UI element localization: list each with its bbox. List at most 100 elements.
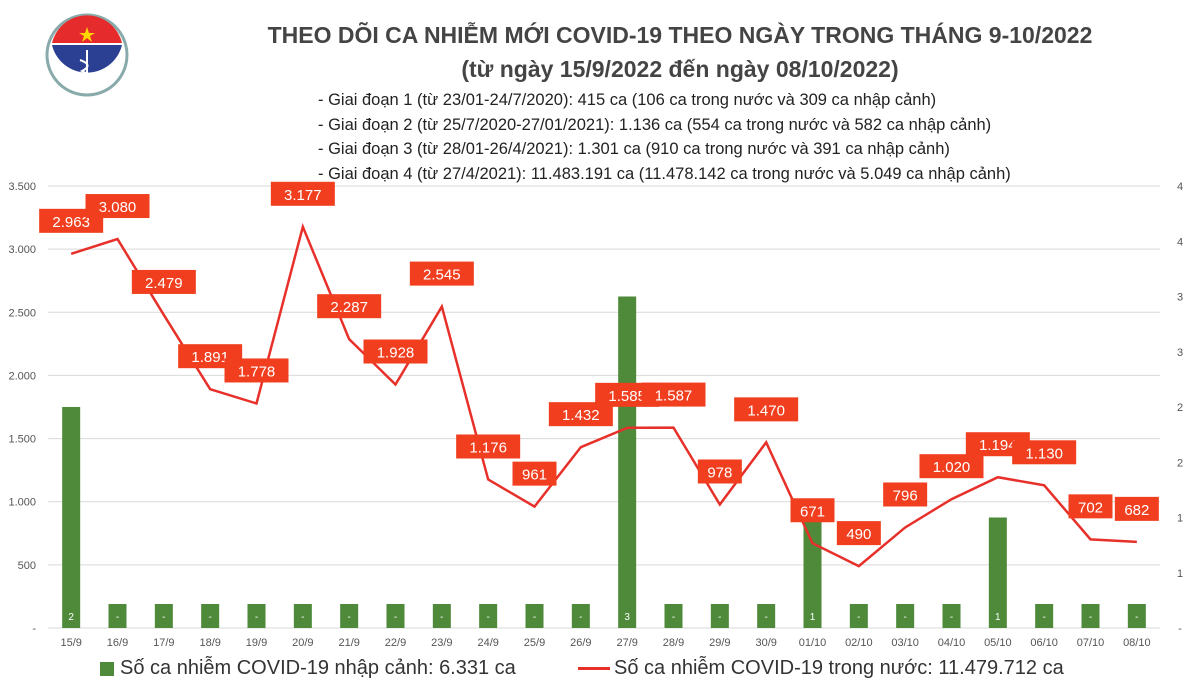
- chart-title: THEO DÕI CA NHIỄM MỚI COVID-19 THEO NGÀY…: [267, 22, 1093, 48]
- phase-note: - Giai đoạn 1 (từ 23/01-24/7/2020): 415 …: [318, 91, 937, 109]
- data-label: 3.177: [284, 187, 322, 204]
- bar: [664, 604, 683, 628]
- chart-subtitle: (từ ngày 15/9/2022 đến ngày 08/10/2022): [461, 56, 899, 82]
- data-label: 2.287: [330, 299, 368, 316]
- bar-label: -: [394, 612, 397, 623]
- data-label-box: [697, 459, 742, 484]
- bar: [293, 604, 312, 628]
- left-axis-tick: 1.500: [8, 434, 36, 446]
- bar-label: -: [718, 612, 721, 623]
- x-axis-tick: 06/10: [1030, 637, 1058, 649]
- right-axis-tick: 1: [1177, 568, 1183, 580]
- left-axis-tick: 2.000: [8, 370, 36, 382]
- x-axis-tick: 07/10: [1077, 637, 1105, 649]
- data-label: 1.891: [191, 349, 229, 366]
- data-label-box: [512, 461, 557, 486]
- right-axis-tick: 4: [1177, 236, 1183, 248]
- ministry-of-health-logo: [45, 13, 129, 97]
- x-axis-tick: 05/10: [984, 637, 1012, 649]
- x-axis-tick: 23/9: [431, 637, 452, 649]
- data-label-box: [836, 521, 881, 546]
- bar-label: -: [255, 612, 258, 623]
- data-label-box: [1012, 440, 1077, 465]
- legend-line: Số ca nhiễm COVID-19 trong nước: 11.479.…: [578, 657, 1064, 680]
- bar: [479, 604, 498, 628]
- phase-note: - Giai đoạn 2 (từ 25/7/2020-27/01/2021):…: [318, 115, 992, 134]
- data-label: 3.080: [99, 199, 137, 216]
- left-axis-tick: 2.500: [8, 307, 36, 319]
- data-label-box: [1068, 494, 1113, 519]
- bar-label: -: [208, 612, 211, 623]
- data-label: 1.470: [747, 402, 785, 419]
- x-axis-tick: 22/9: [385, 637, 406, 649]
- data-label: 1.176: [469, 439, 507, 456]
- data-label: 2.545: [423, 267, 461, 284]
- bar-label: -: [116, 612, 119, 623]
- bar-label: -: [347, 612, 350, 623]
- bar-label: -: [301, 612, 304, 623]
- bar: [154, 604, 173, 628]
- bar-label: -: [162, 612, 165, 623]
- legend-bar-label: Số ca nhiễm COVID-19 nhập cảnh: 6.331 ca: [120, 657, 516, 679]
- data-label: 961: [522, 467, 547, 484]
- x-axis-tick: 17/9: [153, 637, 174, 649]
- bar: [62, 407, 81, 628]
- bar: [201, 604, 220, 628]
- data-label: 1.587: [655, 388, 693, 405]
- data-label-box: [1114, 496, 1159, 521]
- x-axis-tick: 08/10: [1123, 637, 1151, 649]
- data-label-box: [409, 261, 474, 286]
- x-axis-tick: 19/9: [246, 637, 267, 649]
- x-axis-tick: 04/10: [938, 637, 966, 649]
- right-axis-tick: 2: [1177, 457, 1183, 469]
- bar: [710, 604, 729, 628]
- bar: [988, 517, 1007, 628]
- left-axis-tick: 3.000: [8, 244, 36, 256]
- x-axis-tick: 27/9: [616, 637, 637, 649]
- bar-label: -: [440, 612, 443, 623]
- data-label: 978: [707, 464, 732, 481]
- x-axis-tick: 16/9: [107, 637, 128, 649]
- right-axis-tick: 3: [1177, 292, 1183, 304]
- bar: [525, 604, 544, 628]
- x-axis-tick: 15/9: [60, 637, 81, 649]
- bar-label: -: [533, 612, 536, 623]
- x-axis-tick: 29/9: [709, 637, 730, 649]
- legend-bar-swatch: [100, 661, 114, 676]
- x-axis-tick: 02/10: [845, 637, 873, 649]
- phase-notes: - Giai đoạn 1 (từ 23/01-24/7/2020): 415 …: [318, 88, 1011, 186]
- legend-bar: Số ca nhiễm COVID-19 nhập cảnh: 6.331 ca: [100, 657, 516, 680]
- bar: [571, 604, 590, 628]
- data-label-box: [85, 194, 150, 219]
- bar-label: 3: [624, 612, 630, 623]
- bar-label: -: [1089, 612, 1092, 623]
- data-label-box: [131, 269, 196, 294]
- left-axis-tick: 1.000: [8, 497, 36, 509]
- x-axis-tick: 25/9: [524, 637, 545, 649]
- bar-label: -: [1135, 612, 1138, 623]
- bar-label: -: [1042, 612, 1045, 623]
- data-label: 1.194: [979, 437, 1017, 454]
- bar: [1081, 604, 1100, 628]
- x-axis-tick: 18/9: [199, 637, 220, 649]
- bar: [896, 604, 915, 628]
- data-label: 1.585: [608, 388, 646, 405]
- bar: [386, 604, 405, 628]
- x-axis-tick: 24/9: [477, 637, 498, 649]
- bar-label: -: [764, 612, 767, 623]
- left-axis-tick: 500: [18, 560, 36, 572]
- data-label: 702: [1078, 499, 1103, 516]
- left-axis-tick: -: [32, 623, 36, 635]
- bar-label: -: [486, 612, 489, 623]
- right-axis-tick: 3: [1177, 347, 1183, 359]
- bar-label: -: [950, 612, 953, 623]
- data-label-box: [363, 339, 428, 364]
- bar: [757, 604, 776, 628]
- bar-label: 2: [68, 612, 74, 623]
- data-label-box: [790, 498, 835, 523]
- data-label: 671: [800, 503, 825, 520]
- bar: [108, 604, 127, 628]
- data-label: 490: [846, 526, 871, 543]
- right-axis-tick: -: [1178, 623, 1182, 635]
